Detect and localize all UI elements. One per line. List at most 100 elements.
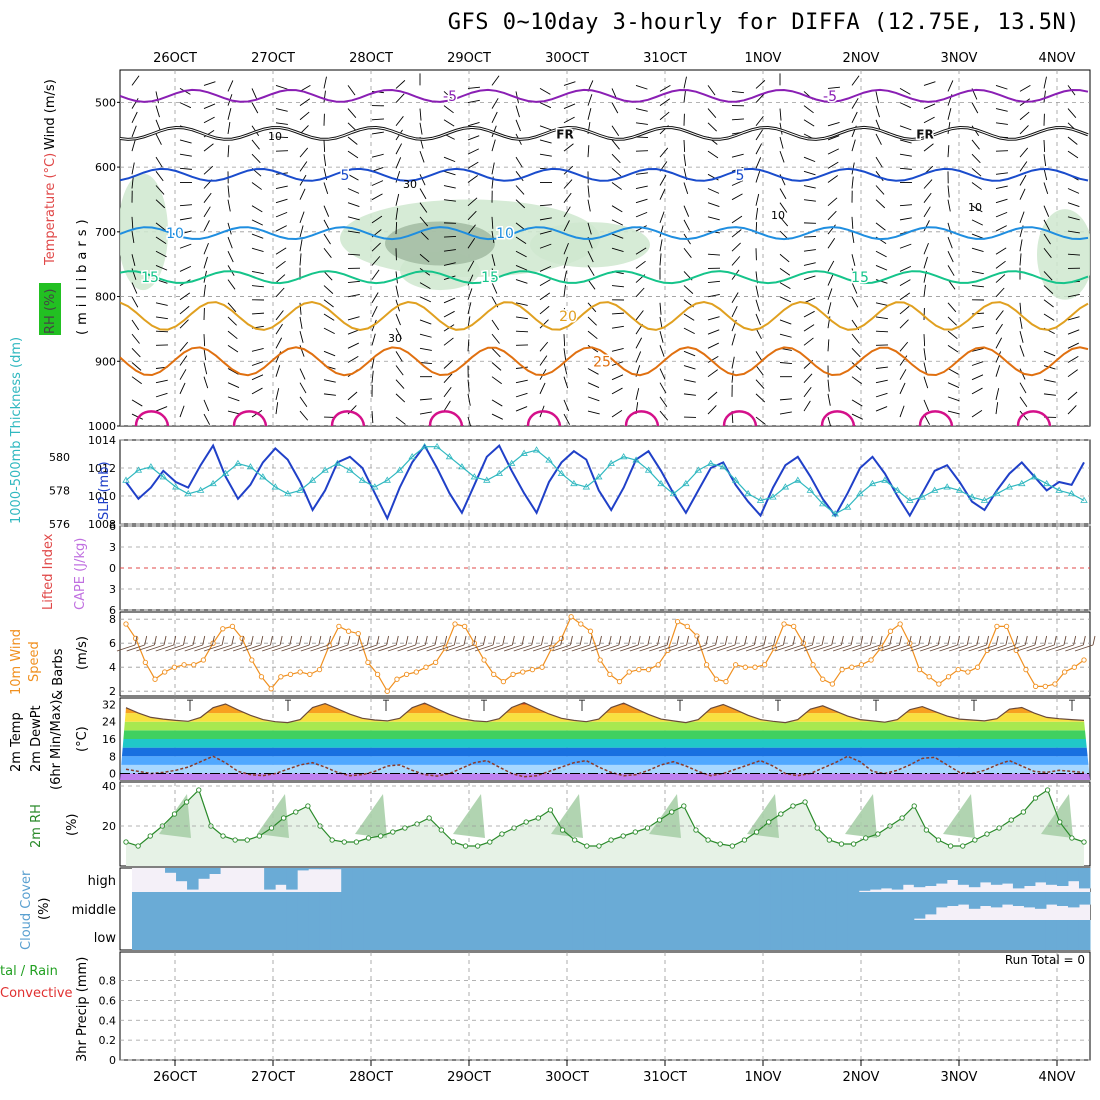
wind-barb — [467, 393, 471, 406]
wind-barb — [467, 238, 476, 249]
wind-barb — [131, 296, 139, 308]
wind-barb — [395, 157, 402, 169]
wind10m-point — [1052, 681, 1058, 687]
thickness-point — [284, 489, 292, 497]
wind10m-point — [1071, 664, 1077, 670]
thickness-point — [707, 459, 715, 466]
cloud-cell — [352, 892, 364, 920]
wind-barb — [131, 376, 142, 385]
wind10m-point — [994, 623, 1000, 630]
rh2m-peak-shade — [551, 794, 583, 838]
wind10m-barb-flag — [395, 635, 399, 646]
cloud-cell — [539, 920, 551, 950]
wind-barb — [131, 176, 134, 189]
wind-barb — [515, 199, 526, 209]
wind-barb — [227, 145, 230, 158]
wind-barb — [539, 230, 552, 235]
wind-barb — [491, 111, 498, 123]
precip-panel: 00.20.40.60.8 — [99, 975, 1090, 1067]
wind-barb — [659, 98, 671, 106]
wind10m-barb — [794, 644, 813, 652]
thickness-point — [806, 486, 814, 493]
wind-barb — [395, 222, 398, 235]
cloud-cell — [990, 868, 1003, 885]
thickness-point — [1080, 496, 1088, 503]
date-tick-bottom: 29OCT — [447, 1070, 491, 1085]
wind10m-barb — [155, 644, 174, 652]
wind-barb — [971, 139, 980, 150]
wind10m-barb — [416, 644, 436, 652]
wind-barb — [995, 185, 1008, 189]
cloud-cell — [803, 892, 816, 920]
wind-barb — [131, 268, 137, 280]
cloud-cell — [781, 892, 794, 920]
wind10m-point — [297, 669, 303, 675]
wind10m-barb-flag — [995, 635, 999, 646]
cloud-cell — [484, 868, 496, 892]
wind10m-barb — [426, 644, 445, 652]
wind-barb — [539, 243, 552, 249]
cloud-cell — [407, 920, 419, 950]
wind10m-barb-flag — [879, 635, 883, 646]
wind10m-barb — [639, 644, 658, 652]
wind10m-barb-flag — [173, 635, 177, 646]
wind10m-barb — [658, 644, 678, 652]
wind-barb — [371, 256, 381, 266]
wind-barb — [155, 406, 168, 412]
isotherm-30 — [428, 410, 464, 426]
wind10m-barb-flag — [337, 635, 341, 646]
wind-barb — [371, 193, 383, 201]
wind-barb — [899, 355, 908, 366]
wind-tick-label: 8 — [109, 613, 116, 626]
wind-barb — [779, 136, 784, 149]
rh2m-point — [256, 833, 263, 839]
rh2m-point — [220, 833, 226, 839]
cloud-cell — [286, 892, 298, 920]
wind-barb — [323, 393, 336, 396]
wind-barb — [851, 111, 858, 123]
wind-barb — [251, 102, 259, 114]
ylabel-millibars: (millibars) — [75, 214, 90, 335]
cloud-cell — [176, 920, 188, 950]
rh2m-point — [499, 831, 505, 837]
wind10m-point — [336, 623, 342, 630]
wind-barb — [227, 368, 239, 375]
wind-barb — [947, 199, 951, 212]
cloud-cell — [275, 868, 287, 885]
wind-barb — [251, 270, 264, 275]
wind10m-barb — [184, 644, 203, 652]
wind10m-point — [945, 674, 952, 680]
wind-barb — [875, 171, 884, 182]
wind-barb — [659, 396, 668, 407]
wind-barb — [299, 111, 310, 121]
wind10m-barb-flag — [686, 635, 690, 646]
wind-barb — [803, 235, 817, 238]
rh2m-point — [232, 837, 238, 843]
wind-barb — [779, 108, 782, 121]
wind10m-barb — [378, 644, 397, 652]
wind-barb — [251, 361, 264, 366]
thickness-point — [831, 510, 839, 517]
wind-barb — [635, 122, 648, 125]
ylabel-slp: SLP (mb) — [97, 461, 112, 520]
cloud-cell — [737, 920, 750, 950]
cloud-cell — [759, 920, 772, 950]
wind-barb — [275, 365, 281, 377]
wind-barb — [299, 331, 304, 343]
wind-barb — [251, 219, 263, 226]
wind-barb — [971, 270, 984, 275]
wind-barb — [899, 319, 909, 329]
wind-barb — [251, 205, 263, 213]
wind-barb — [1019, 345, 1025, 357]
wind-barb — [587, 108, 592, 120]
wind-barb — [779, 282, 791, 289]
rh2m-point — [1020, 809, 1027, 815]
wind-barb — [563, 179, 573, 189]
wind10m-barb-flag — [589, 635, 593, 646]
wind-barb — [227, 199, 231, 212]
cloud-cell — [418, 868, 430, 892]
wind-barb — [539, 355, 548, 366]
wind-barb — [779, 362, 792, 365]
wind-tick-label: 2 — [109, 685, 116, 698]
rh2m-point — [414, 821, 420, 827]
